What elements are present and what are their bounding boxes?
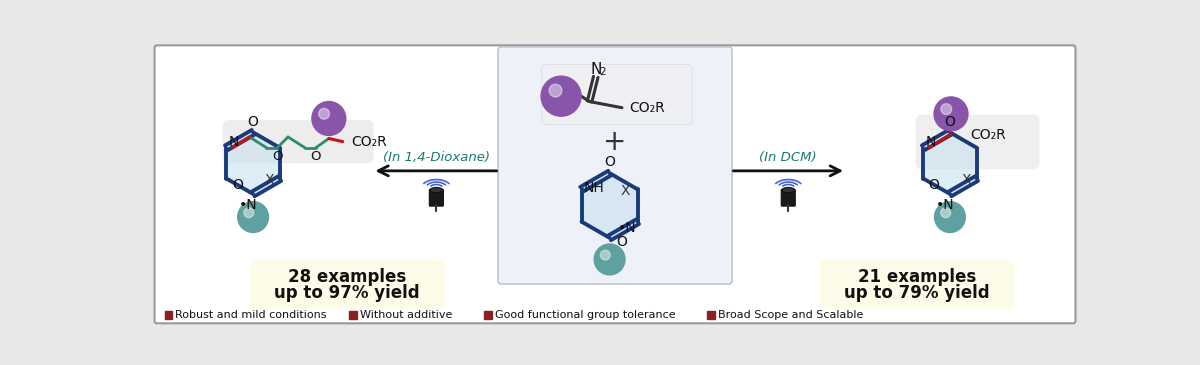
Circle shape bbox=[319, 108, 330, 119]
Text: X: X bbox=[264, 173, 274, 187]
Text: +: + bbox=[604, 128, 626, 156]
Text: O: O bbox=[311, 150, 320, 163]
Text: O: O bbox=[232, 178, 242, 192]
Circle shape bbox=[941, 208, 950, 218]
Text: N: N bbox=[229, 135, 239, 149]
Text: •N: •N bbox=[936, 198, 955, 212]
Text: O: O bbox=[272, 150, 282, 163]
FancyBboxPatch shape bbox=[498, 47, 732, 284]
Text: 21 examples: 21 examples bbox=[858, 268, 976, 286]
Bar bbox=[708, 311, 715, 319]
Text: Robust and mild conditions: Robust and mild conditions bbox=[175, 310, 326, 320]
Polygon shape bbox=[923, 132, 977, 194]
Text: CO₂R: CO₂R bbox=[970, 128, 1006, 142]
Text: O: O bbox=[944, 115, 955, 128]
FancyBboxPatch shape bbox=[916, 115, 1039, 169]
Text: 2: 2 bbox=[599, 67, 606, 77]
Circle shape bbox=[541, 76, 581, 116]
Circle shape bbox=[312, 101, 346, 135]
Circle shape bbox=[941, 104, 952, 115]
Text: (In 1,4-Dioxane): (In 1,4-Dioxane) bbox=[383, 151, 490, 164]
Text: Without additive: Without additive bbox=[360, 310, 452, 320]
Text: CO₂R: CO₂R bbox=[630, 101, 665, 115]
Bar bbox=[164, 311, 173, 319]
Text: O: O bbox=[617, 235, 628, 249]
Text: N: N bbox=[925, 135, 936, 149]
Circle shape bbox=[934, 97, 968, 131]
FancyBboxPatch shape bbox=[781, 189, 796, 206]
Ellipse shape bbox=[782, 188, 794, 193]
Circle shape bbox=[935, 201, 965, 233]
Text: Broad Scope and Scalable: Broad Scope and Scalable bbox=[718, 310, 864, 320]
Text: Good functional group tolerance: Good functional group tolerance bbox=[494, 310, 676, 320]
Text: O: O bbox=[247, 115, 258, 128]
FancyBboxPatch shape bbox=[155, 45, 1075, 323]
Bar bbox=[484, 311, 492, 319]
Text: up to 79% yield: up to 79% yield bbox=[844, 284, 990, 301]
Text: •N: •N bbox=[239, 198, 258, 212]
Text: NH: NH bbox=[583, 181, 605, 195]
Text: N: N bbox=[590, 62, 601, 77]
FancyBboxPatch shape bbox=[222, 120, 373, 163]
Text: CO₂R: CO₂R bbox=[352, 135, 386, 149]
Ellipse shape bbox=[430, 188, 443, 193]
Polygon shape bbox=[227, 132, 280, 194]
Circle shape bbox=[550, 84, 562, 97]
Circle shape bbox=[600, 250, 611, 260]
Text: up to 97% yield: up to 97% yield bbox=[275, 284, 420, 301]
FancyBboxPatch shape bbox=[430, 189, 443, 206]
Circle shape bbox=[244, 208, 253, 218]
FancyBboxPatch shape bbox=[542, 65, 692, 125]
Text: •N: •N bbox=[618, 221, 636, 235]
FancyBboxPatch shape bbox=[820, 260, 1015, 309]
Circle shape bbox=[238, 201, 269, 233]
Text: O: O bbox=[604, 155, 616, 169]
Polygon shape bbox=[582, 173, 637, 238]
Text: (In DCM): (In DCM) bbox=[760, 151, 817, 164]
Text: O: O bbox=[929, 178, 940, 192]
Bar bbox=[349, 311, 358, 319]
Text: 28 examples: 28 examples bbox=[288, 268, 406, 286]
Text: X: X bbox=[961, 173, 971, 187]
FancyBboxPatch shape bbox=[250, 260, 445, 309]
Text: X: X bbox=[620, 184, 630, 198]
Circle shape bbox=[594, 244, 625, 275]
